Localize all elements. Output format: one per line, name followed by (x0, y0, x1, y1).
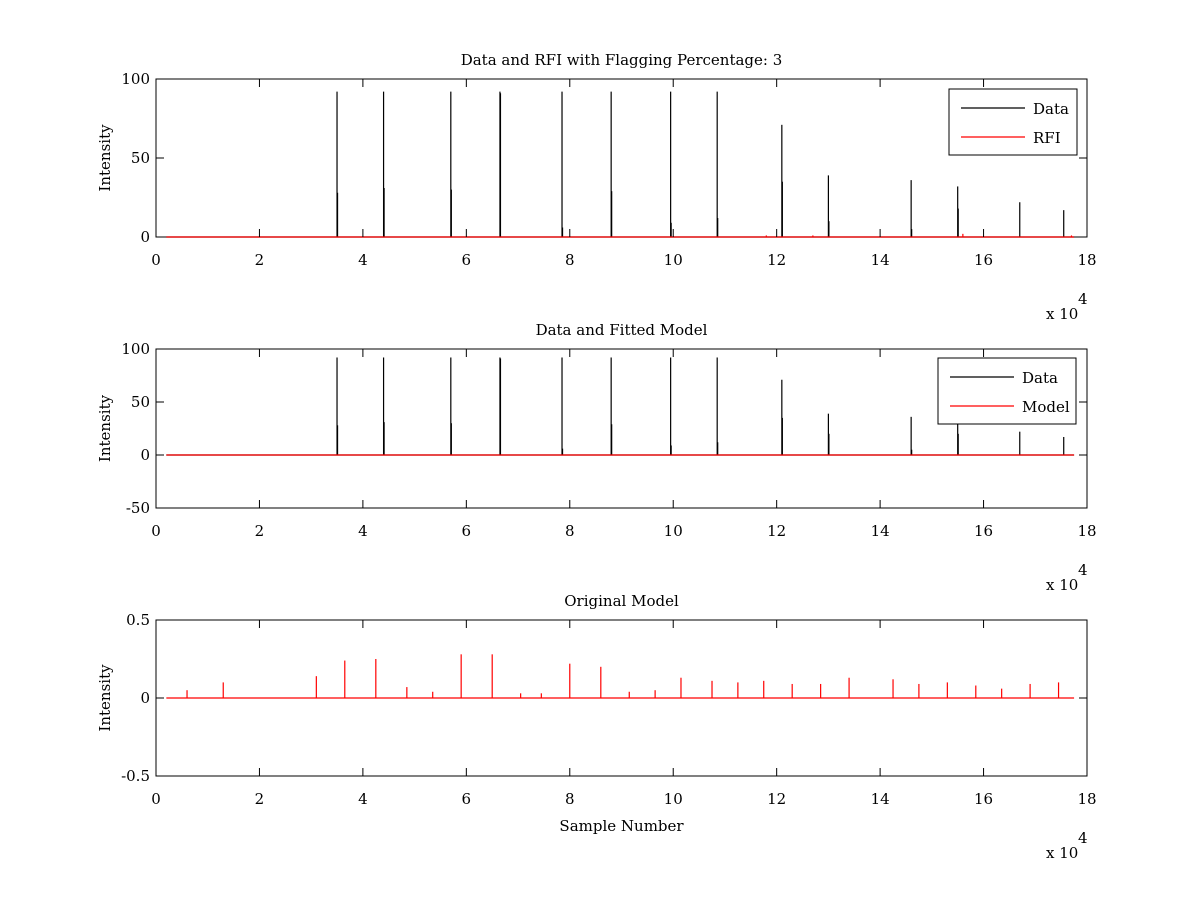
x-tick-label: 18 (1077, 251, 1096, 269)
legend: Data RFI (948, 88, 1078, 156)
y-tick-label: 0.5 (126, 611, 150, 629)
x-tick-label: 18 (1077, 522, 1096, 540)
y-axis-label: Intensity (96, 664, 114, 732)
x-tick-label: 16 (974, 790, 993, 808)
y-axis-label: Intensity (96, 394, 114, 462)
y-tick-label: 50 (131, 393, 150, 411)
y-tick-label: -0.5 (121, 767, 150, 785)
x-tick-label: 8 (565, 790, 575, 808)
x-exponent-power: 4 (1078, 829, 1088, 847)
x-tick-label: 0 (151, 251, 161, 269)
x-tick-label: 16 (974, 522, 993, 540)
axes-frame (155, 348, 1088, 509)
x-tick-label: 6 (462, 522, 472, 540)
y-tick-label: 0 (140, 689, 150, 707)
x-tick-label: 14 (871, 790, 890, 808)
x-tick-label: 18 (1077, 790, 1096, 808)
chart-title: Data and Fitted Model (536, 321, 708, 339)
legend-label: Data (1033, 100, 1069, 118)
x-exponent-power: 4 (1078, 290, 1088, 308)
x-tick-label: 10 (664, 790, 683, 808)
x-tick-label: 0 (151, 790, 161, 808)
legend: Data Model (937, 357, 1077, 425)
axes-frame (155, 78, 1088, 238)
y-tick-label: 100 (121, 340, 150, 358)
x-tick-label: 2 (255, 522, 265, 540)
x-tick-label: 4 (358, 790, 368, 808)
y-tick-label: -50 (126, 499, 150, 517)
legend-box (948, 88, 1078, 156)
x-exponent-label: x 10 (1046, 844, 1078, 862)
x-exponent-label: x 10 (1046, 576, 1078, 594)
x-tick-label: 8 (565, 251, 575, 269)
x-tick-label: 4 (358, 251, 368, 269)
subplot-1: 0 2 4 6 8 10 12 14 16 18 0 50 100 Data and RFI with F… (96, 51, 1097, 323)
legend-label: Data (1022, 369, 1058, 387)
x-tick-label: 2 (255, 790, 265, 808)
legend-label: Model (1022, 398, 1070, 416)
series-model (166, 654, 1075, 699)
y-tick-label: 0 (140, 228, 150, 246)
x-exponent-power: 4 (1078, 561, 1088, 579)
x-tick-label: 0 (151, 522, 161, 540)
legend-box (937, 357, 1077, 425)
x-tick-label: 6 (462, 251, 472, 269)
x-tick-label: 8 (565, 522, 575, 540)
series-rfi (166, 233, 1075, 238)
x-axis-label: Sample Number (559, 817, 684, 835)
x-tick-label: 2 (255, 251, 265, 269)
chart-title: Original Model (564, 592, 679, 610)
y-tick-label: 100 (121, 70, 150, 88)
chart-title: Data and RFI with Flagging Percentage: 3 (461, 51, 783, 69)
legend-label: RFI (1033, 129, 1061, 147)
x-tick-label: 6 (462, 790, 472, 808)
x-tick-label: 10 (664, 251, 683, 269)
x-tick-label: 4 (358, 522, 368, 540)
x-exponent-label: x 10 (1046, 305, 1078, 323)
y-tick-label: 0 (140, 446, 150, 464)
x-tick-label: 12 (767, 790, 786, 808)
x-tick-label: 10 (664, 522, 683, 540)
y-tick-label: 50 (131, 149, 150, 167)
y-axis-label: Intensity (96, 124, 114, 192)
x-tick-label: 12 (767, 251, 786, 269)
x-tick-label: 14 (871, 251, 890, 269)
x-tick-label: 12 (767, 522, 786, 540)
x-tick-label: 16 (974, 251, 993, 269)
x-tick-label: 14 (871, 522, 890, 540)
